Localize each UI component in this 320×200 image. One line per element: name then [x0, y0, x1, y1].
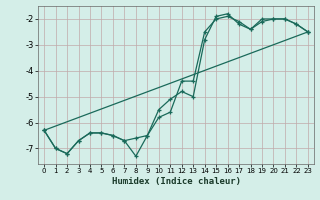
X-axis label: Humidex (Indice chaleur): Humidex (Indice chaleur) [111, 177, 241, 186]
